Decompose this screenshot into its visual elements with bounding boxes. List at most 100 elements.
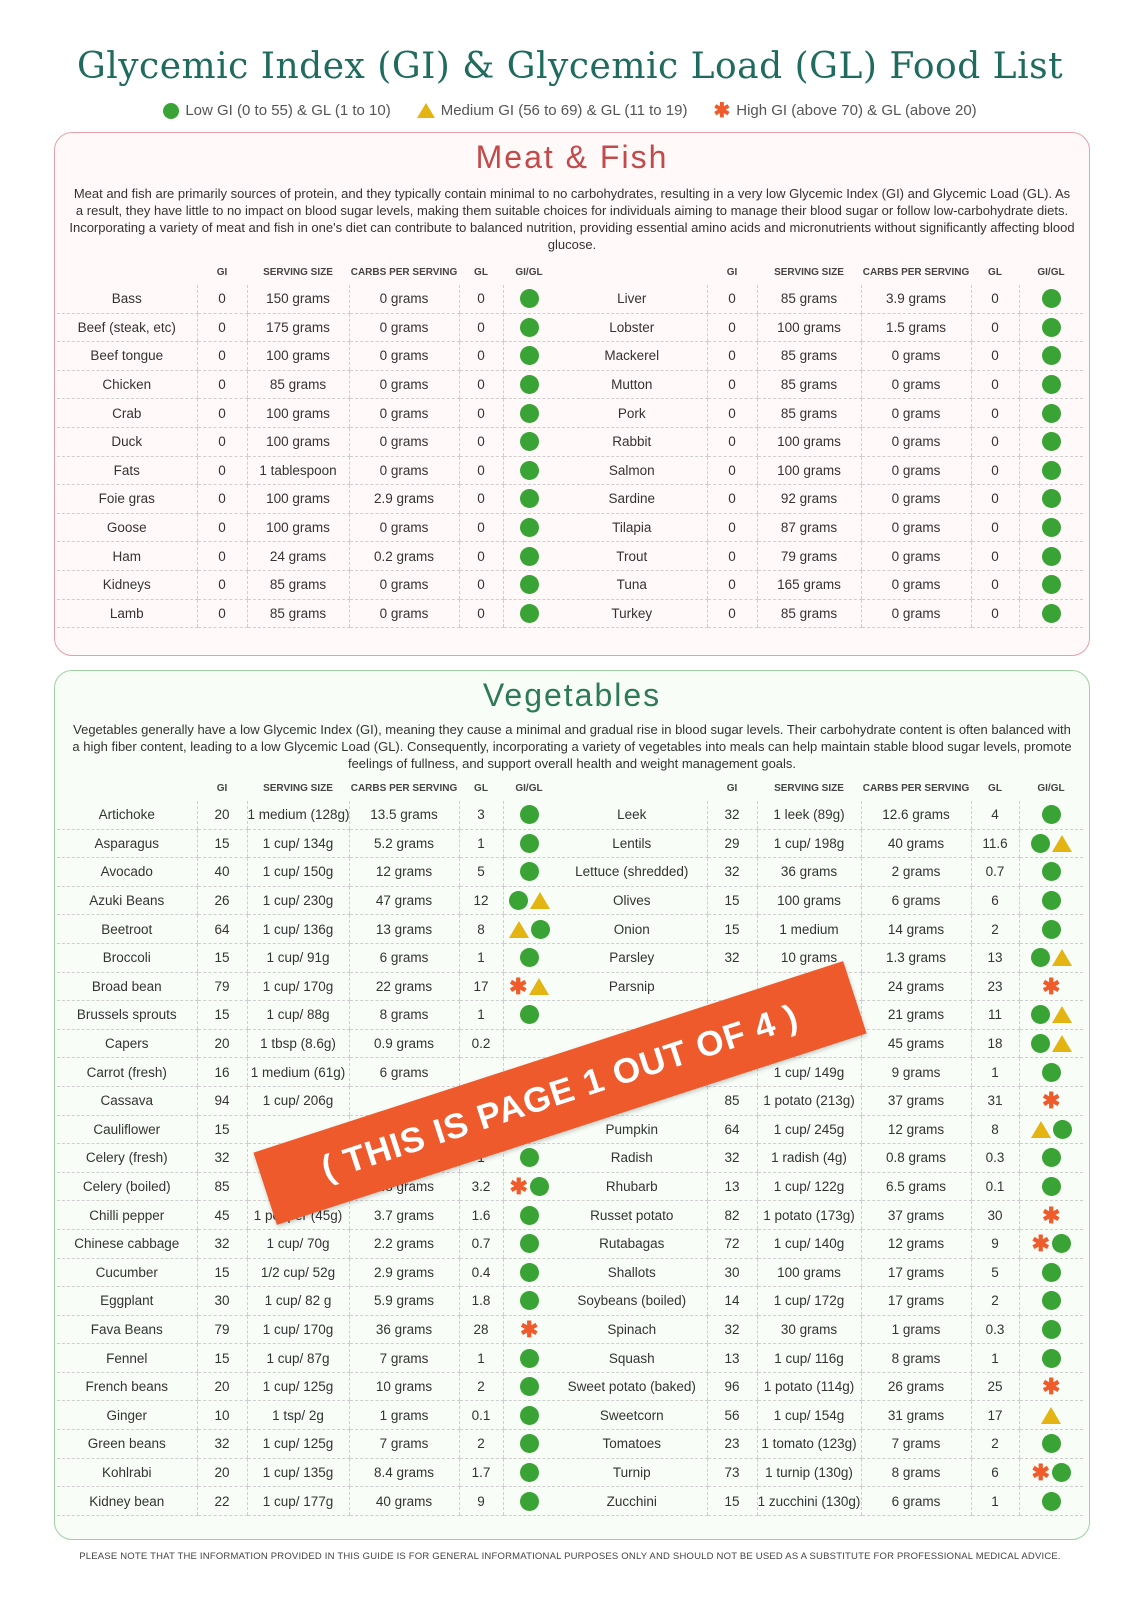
- cell-gl: 0: [458, 513, 503, 543]
- cell-carbs: 0 grams: [860, 484, 971, 514]
- cell-gl: 1: [458, 1000, 503, 1030]
- table-row: Chinese cabbage 32 1 cup/ 70g 2.2 grams 0.7: [57, 1229, 555, 1259]
- cell-gl: 1.7: [458, 1458, 503, 1488]
- cell-gl: 1: [458, 1343, 503, 1373]
- gi-gl-indicator: [1018, 1315, 1083, 1345]
- cell-serving-size: 30 grams: [756, 1315, 861, 1345]
- table-row: Ginger 10 1 tsp/ 2g 1 grams 0.1: [57, 1400, 555, 1431]
- green-circle-icon: [1030, 833, 1050, 853]
- food-name: Kidneys: [57, 570, 197, 600]
- cell-gi: 15: [706, 914, 757, 944]
- cell-gl: 0: [970, 456, 1019, 486]
- gi-gl-indicator: [1018, 484, 1083, 514]
- table-row: Salmon 0 100 grams 0 grams 0: [557, 456, 1083, 486]
- gi-gl-indicator: [502, 1372, 555, 1402]
- legend-label-low: Low GI (0 to 55) & GL (1 to 10): [185, 102, 391, 119]
- cell-gl: 0: [970, 285, 1019, 314]
- table-row: Green beans 32 1 cup/ 125g 7 grams 2: [57, 1429, 555, 1459]
- cell-serving-size: 1 cup/ 116g: [756, 1343, 861, 1373]
- food-name: Avocado: [57, 857, 197, 887]
- column-header: CARBS PER SERVING: [862, 266, 970, 278]
- cell-gl: 0.3: [970, 1315, 1019, 1345]
- food-name: Celery (fresh): [57, 1143, 197, 1173]
- cell-gi: 0: [196, 570, 247, 600]
- cell-gl: 4: [970, 801, 1019, 830]
- cell-gi: 56: [706, 1400, 757, 1431]
- gi-gl-indicator: [1018, 541, 1083, 571]
- green-circle-icon: [519, 1434, 539, 1454]
- food-name: Shallots: [557, 1258, 707, 1288]
- cell-carbs: 0 grams: [860, 513, 971, 543]
- gi-gl-indicator: ✱: [502, 1315, 555, 1345]
- cell-carbs: 40 grams: [860, 829, 971, 859]
- cell-carbs: 5.9 grams: [348, 1286, 459, 1316]
- table-row: Chicken 0 85 grams 0 grams 0: [57, 370, 555, 400]
- cell-gl: 0: [970, 599, 1019, 629]
- cell-serving-size: 1 cup/ 170g: [246, 972, 349, 1002]
- green-circle-icon: [519, 460, 539, 480]
- food-name: Mackerel: [557, 341, 707, 371]
- food-name: Fava Beans: [57, 1315, 197, 1345]
- cell-serving-size: 1 tomato (123g): [756, 1429, 861, 1459]
- cell-serving-size: 175 grams: [246, 313, 349, 343]
- cell-serving-size: 1 tsp/ 2g: [246, 1400, 349, 1431]
- cell-gi: 0: [706, 484, 757, 514]
- cell-gl: 6: [970, 1458, 1019, 1488]
- cell-gl: 11.6: [970, 829, 1019, 859]
- cell-carbs: 9 grams: [860, 1057, 971, 1087]
- food-name: Parsnip: [557, 972, 707, 1002]
- food-name: Capers: [57, 1029, 197, 1059]
- cell-carbs: 3.7 grams: [348, 1200, 459, 1230]
- cell-carbs: 10 grams: [348, 1372, 459, 1402]
- green-circle-icon: [1041, 403, 1061, 423]
- table-row: Parsley 32 10 grams 1.3 grams 13: [557, 943, 1083, 973]
- food-name: Pork: [557, 398, 707, 428]
- cell-gi: 26: [196, 886, 247, 916]
- cell-gi: 32: [706, 801, 757, 830]
- cell-carbs: 12 grams: [860, 1115, 971, 1145]
- cell-gl: 0: [970, 341, 1019, 371]
- cell-carbs: 0 grams: [860, 541, 971, 571]
- cell-gi: 0: [706, 456, 757, 486]
- cell-gi: 0: [196, 427, 247, 457]
- gi-gl-indicator: [1018, 370, 1083, 400]
- gi-gl-indicator: ✱: [1018, 1200, 1083, 1230]
- green-circle-icon: [529, 1177, 549, 1197]
- gi-gl-indicator: [502, 801, 555, 830]
- cell-serving-size: 85 grams: [246, 370, 349, 400]
- cell-gi: 14: [706, 1286, 757, 1316]
- cell-gl: 2: [970, 1286, 1019, 1316]
- cell-carbs: 6 grams: [860, 886, 971, 916]
- cell-gi: 15: [196, 1343, 247, 1373]
- table-row: Olives 15 100 grams 6 grams 6: [557, 886, 1083, 916]
- cell-serving-size: 1 cup/ 170g: [246, 1315, 349, 1345]
- table-row: Avocado 40 1 cup/ 150g 12 grams 5: [57, 857, 555, 887]
- green-circle-icon: [1041, 575, 1061, 595]
- cell-gi: 32: [706, 1143, 757, 1173]
- table-row: Fava Beans 79 1 cup/ 170g 36 grams 28 ✱: [57, 1315, 555, 1345]
- cell-serving-size: 150 grams: [246, 285, 349, 314]
- table-row: Beef (steak, etc) 0 175 grams 0 grams 0: [57, 313, 555, 343]
- gi-gl-indicator: [502, 285, 555, 314]
- cell-carbs: 2.9 grams: [348, 484, 459, 514]
- cell-carbs: 0 grams: [860, 398, 971, 428]
- green-circle-icon: [1030, 948, 1050, 968]
- meat-fish-panel: Meat & Fish Meat and fish are primarily …: [54, 132, 1090, 656]
- food-name: Lobster: [557, 313, 707, 343]
- cell-serving-size: 100 grams: [756, 427, 861, 457]
- cell-carbs: 0 grams: [860, 427, 971, 457]
- cell-gi: 0: [196, 398, 247, 428]
- cell-gl: 2: [458, 1372, 503, 1402]
- cell-gl: 0: [458, 398, 503, 428]
- column-header: SERVING SIZE: [774, 782, 844, 794]
- cell-serving-size: 87 grams: [756, 513, 861, 543]
- gi-gl-indicator: [1018, 1000, 1083, 1030]
- green-circle-icon: [519, 948, 539, 968]
- table-row: Beef tongue 0 100 grams 0 grams 0: [57, 341, 555, 371]
- cell-carbs: 0 grams: [348, 427, 459, 457]
- cell-gl: 3: [458, 801, 503, 830]
- cell-gl: 0: [458, 541, 503, 571]
- cell-carbs: 1.5 grams: [860, 313, 971, 343]
- vegetables-title: Vegetables: [482, 677, 662, 713]
- green-circle-icon: [519, 1262, 539, 1282]
